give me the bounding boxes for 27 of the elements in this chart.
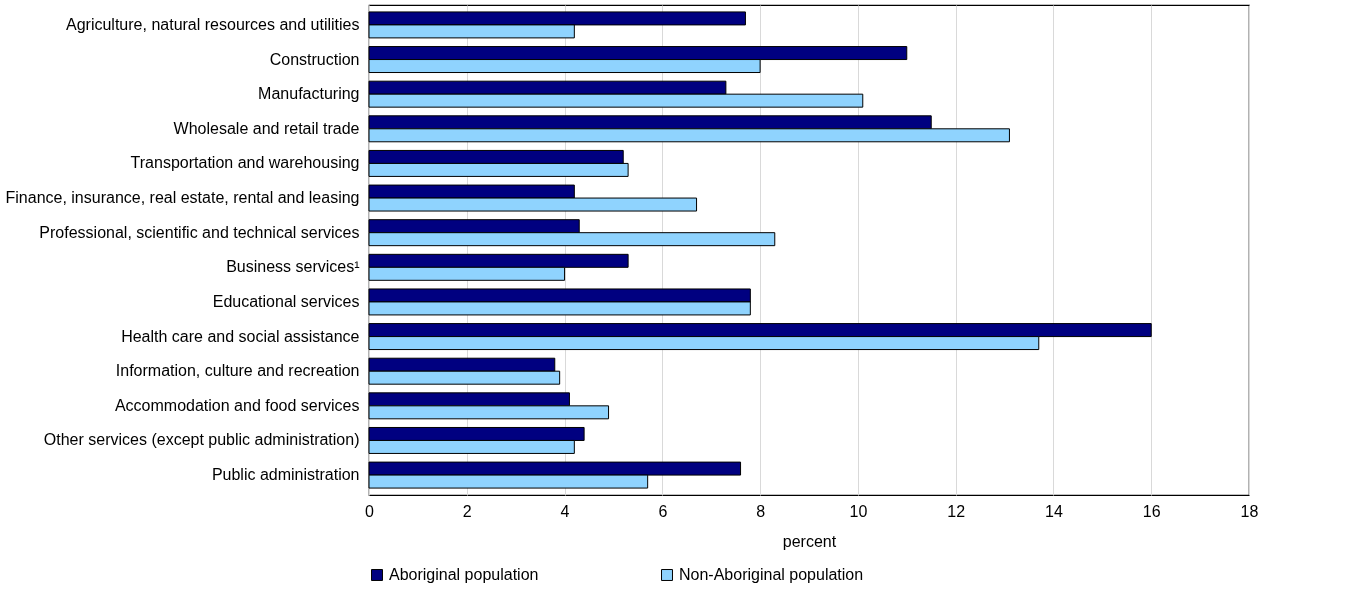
y-tick-label: Agriculture, natural resources and utilities xyxy=(66,15,360,33)
y-tick-label: Other services (except public administration) xyxy=(43,431,360,449)
y-tick-label: Wholesale and retail trade xyxy=(173,119,360,137)
y-tick-label: Finance, insurance, real estate, rental and leasing xyxy=(5,189,360,207)
y-tick-label: Business services¹ xyxy=(226,258,360,276)
x-tick-label: 4 xyxy=(560,502,570,520)
x-tick-label: 14 xyxy=(1045,502,1063,520)
x-tick-label: 6 xyxy=(658,502,668,520)
legend-label: Aboriginal population xyxy=(389,566,539,583)
x-tick-label: 2 xyxy=(462,502,472,520)
y-tick-label: Accommodation and food services xyxy=(114,396,360,414)
y-tick-label: Professional, scientific and technical services xyxy=(39,223,360,241)
y-tick-label: Manufacturing xyxy=(258,85,360,103)
x-tick-label: 10 xyxy=(849,502,868,520)
legend-label: Non-Aboriginal population xyxy=(679,566,864,583)
y-tick-label: Public administration xyxy=(211,466,360,484)
x-tick-label: 18 xyxy=(1240,502,1259,520)
x-axis-title: percent xyxy=(782,532,837,550)
x-tick-label: 8 xyxy=(756,502,766,520)
y-tick-label: Information, culture and recreation xyxy=(115,362,360,380)
y-tick-label: Educational services xyxy=(212,292,360,310)
y-tick-label: Transportation and warehousing xyxy=(130,154,360,172)
x-tick-label: 12 xyxy=(947,502,966,520)
y-tick-label: Construction xyxy=(269,50,360,68)
y-tick-label: Health care and social assistance xyxy=(121,327,360,345)
x-tick-label: 0 xyxy=(365,502,375,520)
x-tick-label: 16 xyxy=(1142,502,1161,520)
